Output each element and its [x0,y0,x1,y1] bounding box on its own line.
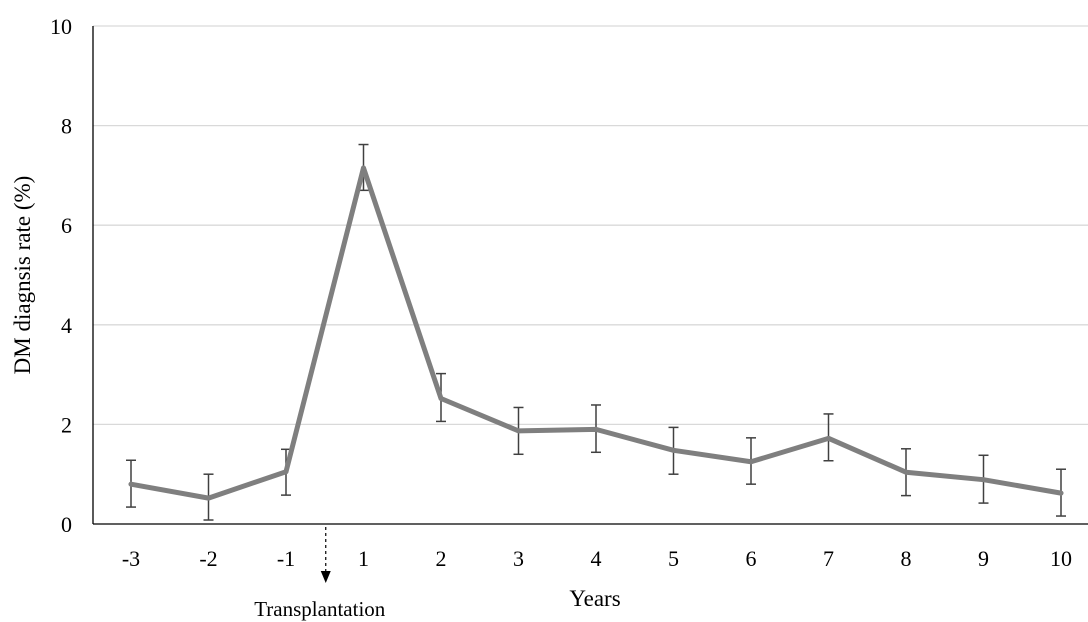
y-tick-labels: 0 2 4 6 8 10 [50,14,72,537]
y-tick-label: 4 [61,313,72,338]
data-point [903,469,909,475]
x-tick-label: 6 [746,546,757,571]
data-point [671,447,676,453]
data-point [283,469,289,475]
y-tick-label: 6 [61,213,72,238]
x-tick-label: -3 [122,546,140,571]
x-tick-label: -1 [277,546,295,571]
data-point [981,477,986,483]
data-point [593,426,599,432]
x-tick-label: 8 [901,546,912,571]
data-point [516,428,521,434]
y-tick-label: 10 [50,14,72,39]
series-lines [128,165,1064,501]
data-point [748,459,754,465]
axes [92,26,1088,525]
annotation-arrow-icon [320,571,331,583]
data-point [826,435,831,441]
x-axis-title: Years [569,586,620,611]
data-point [206,495,211,501]
data-point [1058,490,1064,496]
error-bars [126,143,1066,521]
annotation: Transplantation [254,527,386,621]
x-tick-label: -2 [199,546,217,571]
x-tick-label: 10 [1050,546,1072,571]
y-tick-label: 0 [61,512,72,537]
x-tick-label: 2 [436,546,447,571]
data-point [128,481,134,487]
y-axis-title: DM diagnsis rate (%) [10,176,35,375]
x-tick-label: 7 [823,546,834,571]
x-tick-label: 5 [668,546,679,571]
annotation-label: Transplantation [254,597,386,621]
y-tick-label: 8 [61,114,72,139]
data-point [361,165,366,171]
data-point [438,396,444,401]
x-tick-label: 3 [513,546,524,571]
y-tick-label: 2 [61,412,72,437]
gridlines [93,25,1088,426]
x-tick-label: 4 [591,546,602,571]
x-tick-labels: -3 -2 -1 1 2 3 4 5 6 7 8 9 10 [122,546,1072,571]
x-tick-label: 9 [978,546,989,571]
x-tick-label: 1 [358,546,369,571]
